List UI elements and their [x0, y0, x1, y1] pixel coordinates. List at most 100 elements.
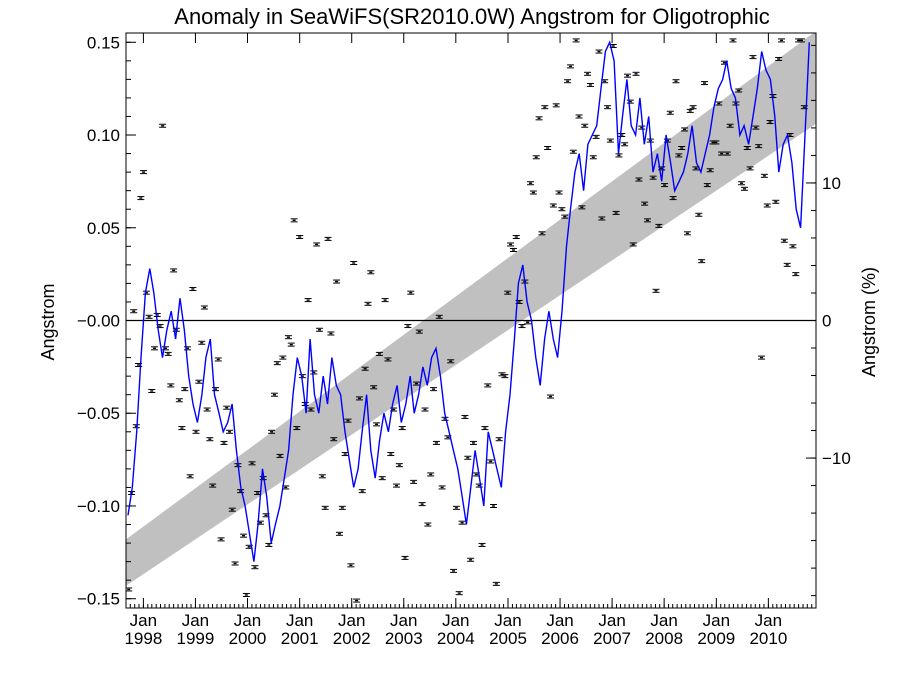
observation-point [649, 175, 657, 180]
observation-point [159, 123, 167, 128]
observation-point [595, 49, 603, 54]
x-tick-label-month: Jan [598, 611, 625, 630]
observation-point [487, 459, 495, 464]
observation-point [529, 190, 537, 195]
x-tick-label-month: Jan [494, 611, 521, 630]
observation-point [195, 379, 203, 384]
observation-point [161, 346, 169, 351]
observation-point [228, 507, 236, 512]
observation-point [706, 168, 714, 173]
observation-point [404, 324, 412, 329]
observation-point [564, 79, 572, 84]
observation-point [740, 186, 748, 191]
observation-point [549, 203, 557, 208]
observation-point [700, 81, 708, 86]
y2-tick-label: 0 [822, 312, 831, 331]
observation-point [478, 542, 486, 547]
observation-point [209, 483, 217, 488]
x-tick-label-month: Jan [182, 611, 209, 630]
observation-point [669, 196, 677, 201]
observation-point [327, 331, 335, 336]
observation-point [683, 231, 691, 236]
observation-point [561, 214, 569, 219]
observation-point [401, 555, 409, 560]
observation-point [375, 351, 383, 356]
observation-point [458, 520, 466, 525]
observation-point [450, 568, 458, 573]
observation-point [239, 533, 247, 538]
observation-point [313, 242, 321, 247]
observation-point [447, 359, 455, 364]
observation-point [452, 505, 460, 510]
observation-point [367, 270, 375, 275]
observation-point [321, 505, 329, 510]
smoothed-series-line [127, 40, 810, 562]
observation-point [566, 64, 574, 69]
observation-point [137, 196, 145, 201]
observation-point [279, 355, 287, 360]
observation-point [361, 366, 369, 371]
observation-point [678, 146, 686, 150]
observation-point [535, 116, 543, 121]
observation-point [418, 502, 426, 507]
x-tick-label-year: 2001 [281, 629, 319, 648]
observation-point [772, 199, 780, 204]
observation-point [217, 537, 225, 542]
observation-point [626, 99, 634, 104]
observation-point [652, 288, 660, 293]
x-tick-label-month: Jan [130, 611, 157, 630]
observation-point [604, 105, 612, 110]
x-tick-label-year: 2000 [229, 629, 267, 648]
observation-point [200, 305, 208, 310]
observation-point [738, 181, 746, 186]
observation-point [758, 355, 766, 360]
observation-point [140, 170, 148, 175]
observation-point [341, 452, 349, 457]
observation-point [749, 55, 757, 60]
y-tick-label: 0.15 [87, 33, 120, 52]
observation-point [635, 177, 643, 182]
observation-point [192, 429, 200, 434]
observation-point [175, 398, 183, 403]
observation-point [469, 440, 477, 445]
observation-point [392, 483, 400, 488]
x-tick-label-year: 2006 [541, 629, 579, 648]
trend-band [126, 33, 816, 586]
x-tick-label-month: Jan [390, 611, 417, 630]
observation-point [265, 542, 273, 547]
observation-point [467, 557, 475, 562]
x-tick-label-month: Jan [338, 611, 365, 630]
observation-point [509, 248, 517, 253]
observation-point [142, 290, 150, 295]
observation-point [504, 290, 512, 295]
observation-point [335, 531, 343, 536]
observation-point [666, 110, 674, 115]
observation-point [729, 38, 737, 43]
observation-point [432, 440, 440, 445]
observation-point [395, 463, 403, 468]
observation-point [181, 387, 189, 392]
observation-point [632, 71, 640, 76]
observation-point [370, 385, 378, 390]
observation-point [347, 563, 355, 568]
observation-point [231, 561, 239, 566]
observation-point [461, 414, 469, 419]
observation-point [296, 235, 304, 240]
observation-point [214, 357, 222, 362]
observation-point [681, 127, 689, 132]
observation-point [743, 146, 751, 150]
observation-point [546, 394, 554, 399]
y-axis-label: Angstrom [38, 283, 58, 360]
observation-point [689, 105, 697, 110]
observation-point [481, 426, 489, 431]
observation-point [364, 301, 372, 306]
observation-point [304, 298, 312, 303]
observation-point [164, 351, 172, 356]
observation-point [284, 335, 292, 340]
observation-point [424, 522, 432, 527]
y2-tick-label: 10 [822, 174, 841, 193]
observation-point [203, 407, 211, 412]
x-tick-label-year: 2004 [437, 629, 475, 648]
observation-point [695, 212, 703, 217]
observation-point [752, 125, 760, 130]
